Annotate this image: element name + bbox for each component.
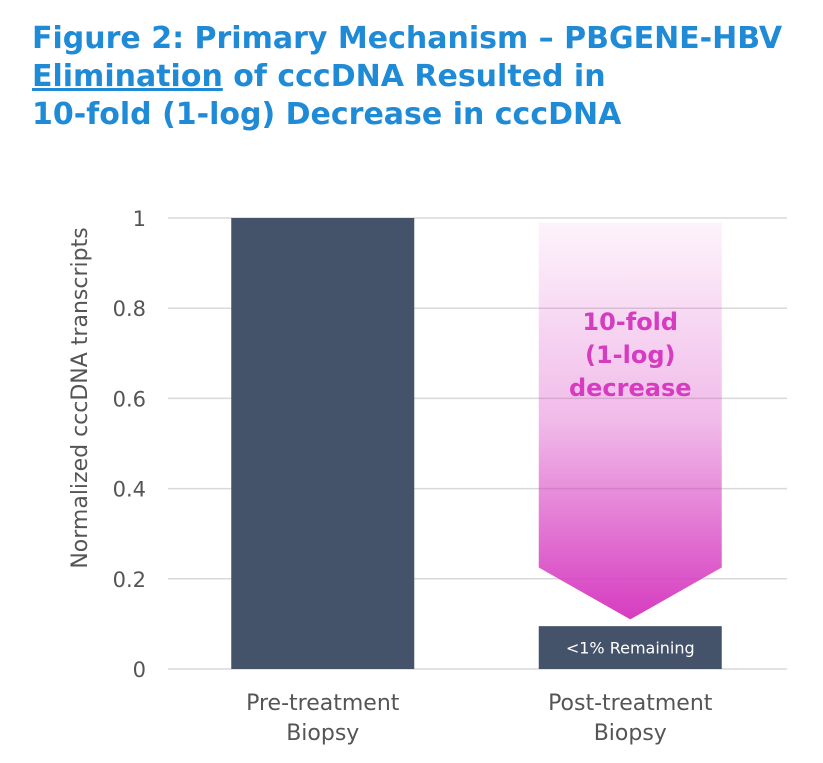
x-axis-labels: Pre-treatment Biopsy Post-treatment Biopsy xyxy=(246,691,713,746)
y-axis-title: Normalized cccDNA transcripts xyxy=(68,227,93,568)
annotation-line: (1-log) xyxy=(585,341,676,369)
bar xyxy=(231,218,415,669)
x-tick-label: Biopsy xyxy=(286,721,359,746)
bar-value-label: <1% Remaining xyxy=(566,639,695,658)
y-tick-label: 1 xyxy=(133,207,146,231)
x-tick-label: Biopsy xyxy=(594,721,667,746)
y-tick-label: 0.2 xyxy=(113,568,146,592)
y-tick-label: 0 xyxy=(133,658,146,682)
decrease-arrow-layer: 10-fold (1-log) decrease xyxy=(538,222,722,620)
x-tick-label: Post-treatment xyxy=(548,691,713,716)
bars: <1% Remaining xyxy=(231,218,722,669)
title-line-2: of cccDNA Resulted in xyxy=(222,59,606,94)
y-tick-label: 0.6 xyxy=(113,387,146,411)
y-axis-ticks: 0 0.2 0.4 0.6 0.8 1 xyxy=(113,207,146,682)
annotation-line: 10-fold xyxy=(582,308,678,336)
title-line-3: 10-fold (1-log) Decrease in cccDNA xyxy=(32,97,622,132)
y-tick-label: 0.8 xyxy=(113,297,146,321)
y-tick-label: 0.4 xyxy=(113,478,146,502)
bar xyxy=(538,626,722,669)
decrease-arrow xyxy=(538,222,722,620)
title-line-1: Figure 2: Primary Mechanism – PBGENE-HBV xyxy=(32,21,783,56)
chart-title: Figure 2: Primary Mechanism – PBGENE-HBV… xyxy=(32,20,782,134)
x-tick-label: Pre-treatment xyxy=(246,691,400,716)
annotation-line: decrease xyxy=(569,374,692,402)
title-underlined-word: Elimination xyxy=(32,59,223,94)
